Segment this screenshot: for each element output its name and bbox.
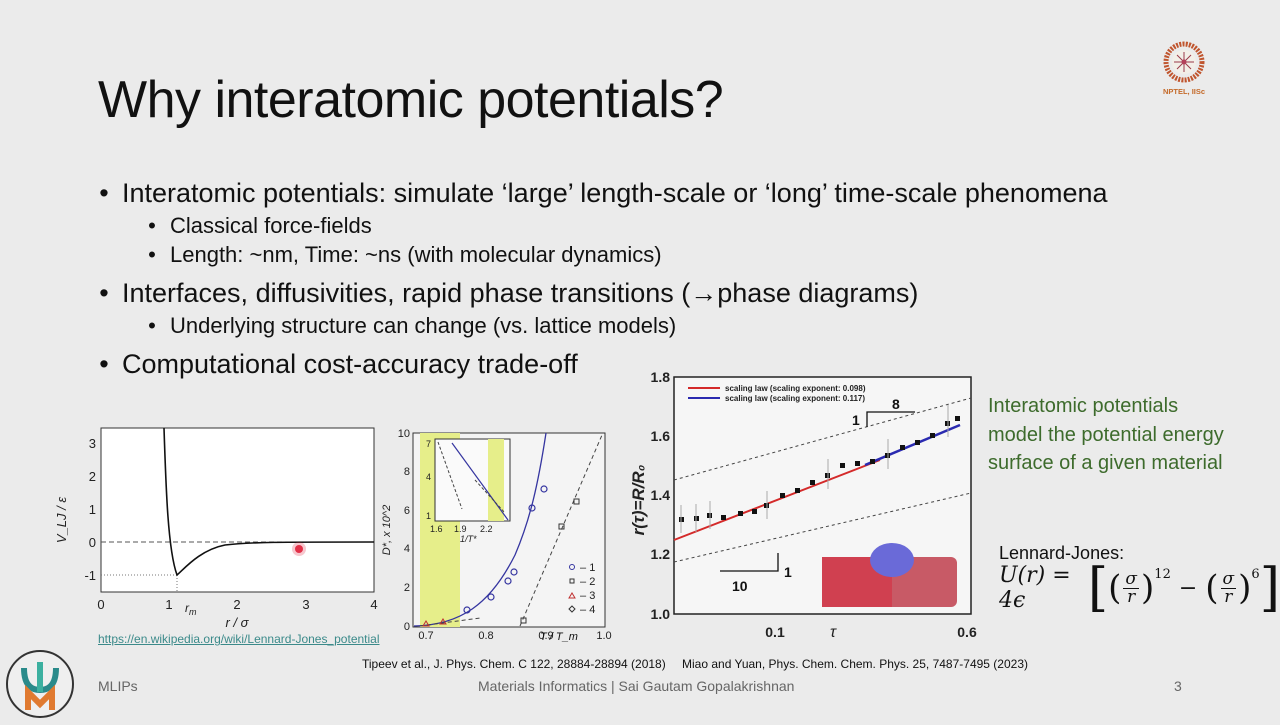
svg-text:10: 10 — [398, 428, 410, 440]
scaling-chart: 1.8 1.6 1.4 1.2 1.0 0.1 0.6 r(τ)=R/R₀ — [629, 365, 980, 650]
svg-text:4: 4 — [426, 472, 431, 482]
svg-text:scaling law (scaling exponent:: scaling law (scaling exponent: 0.117) — [725, 394, 865, 403]
bullet-1: • Interatomic potentials: simulate ‘large… — [99, 178, 1108, 208]
svg-text:0.8: 0.8 — [478, 630, 493, 642]
svg-text:r / σ: r / σ — [225, 615, 249, 630]
svg-text:τ: τ — [830, 624, 837, 641]
svg-text:6: 6 — [404, 505, 410, 517]
svg-text:10: 10 — [732, 578, 748, 594]
bullet-3: • Computational cost-accuracy trade-off — [99, 349, 578, 379]
citation-miao: Miao and Yuan, Phys. Chem. Chem. Phys. 2… — [682, 657, 1028, 671]
svg-text:0: 0 — [89, 535, 96, 550]
lj-formula: U(r) = 4ϵ [ (σ r) 12 − (σ r) 6 ] — [999, 558, 1280, 618]
page-number: 3 — [1174, 678, 1182, 694]
svg-text:– 1: – 1 — [580, 562, 595, 574]
svg-text:0.7: 0.7 — [418, 630, 433, 642]
svg-text:2.2: 2.2 — [480, 524, 493, 534]
svg-text:1.9: 1.9 — [454, 524, 467, 534]
svg-text:0: 0 — [404, 621, 410, 633]
svg-text:8: 8 — [892, 396, 900, 412]
svg-text:1.4: 1.4 — [651, 487, 671, 503]
svg-text:1: 1 — [89, 502, 96, 517]
svg-text:1: 1 — [784, 564, 792, 580]
sub-bullet: • Length: ~nm, Time: ~ns (with molecular … — [148, 242, 662, 267]
citation-tipeev: Tipeev et al., J. Phys. Chem. C 122, 288… — [362, 657, 666, 671]
svg-text:3: 3 — [302, 597, 309, 612]
diffusivity-chart: 0 2 4 6 8 10 0.7 0.8 0.9 1.0 D*, x 10^2 — [380, 425, 620, 650]
svg-text:NPTEL, IISc: NPTEL, IISc — [1163, 87, 1205, 96]
lj-potential-chart: 3 2 1 0 -1 0 1 2 3 4 rm r / σ V_LJ / ε — [50, 420, 390, 640]
svg-text:– 4: – 4 — [580, 604, 595, 616]
svg-text:7: 7 — [426, 439, 431, 449]
x-axis-label: T / T_m — [540, 631, 578, 643]
svg-text:1.0: 1.0 — [596, 630, 611, 642]
svg-text:1/T*: 1/T* — [460, 534, 477, 544]
svg-text:1.8: 1.8 — [651, 369, 671, 385]
svg-text:8: 8 — [404, 466, 410, 478]
svg-text:0.6: 0.6 — [957, 624, 977, 640]
svg-text:2: 2 — [89, 469, 96, 484]
svg-text:4: 4 — [404, 543, 410, 555]
footer-left: MLIPs — [98, 678, 138, 694]
course-logo — [4, 648, 76, 720]
svg-text:– 3: – 3 — [580, 590, 595, 602]
svg-text:4: 4 — [370, 597, 377, 612]
bullet-2: • Interfaces, diffusivities, rapid phase … — [99, 278, 919, 308]
sub-bullet: • Classical force-fields — [148, 213, 372, 238]
svg-text:D*, x 10^2: D*, x 10^2 — [381, 505, 393, 555]
psi-logo-icon — [6, 650, 74, 718]
svg-text:rm: rm — [185, 601, 197, 617]
wikipedia-link[interactable]: https://en.wikipedia.org/wiki/Lennard-Jo… — [98, 632, 380, 646]
footer-center: Materials Informatics | Sai Gautam Gopal… — [478, 678, 795, 694]
svg-text:r(τ)=R/R₀: r(τ)=R/R₀ — [630, 464, 648, 535]
lj-label: Lennard-Jones: — [999, 543, 1125, 563]
svg-text:– 2: – 2 — [580, 576, 595, 588]
svg-text:0.1: 0.1 — [765, 624, 785, 640]
svg-text:V_LJ / ε: V_LJ / ε — [54, 497, 69, 543]
nptel-logo-icon: NPTEL, IISc — [1163, 41, 1205, 96]
svg-text:-1: -1 — [84, 568, 96, 583]
sub-bullet: • Underlying structure can change (vs. la… — [148, 313, 677, 338]
svg-text:2: 2 — [233, 597, 240, 612]
svg-text:1.6: 1.6 — [651, 428, 671, 444]
svg-text:1.2: 1.2 — [651, 546, 671, 562]
svg-text:2: 2 — [404, 582, 410, 594]
svg-text:1.0: 1.0 — [651, 606, 671, 622]
side-note: Interatomic potentials model the potenti… — [988, 395, 1224, 474]
svg-text:3: 3 — [89, 436, 96, 451]
svg-text:0.9: 0.9 — [538, 630, 553, 642]
svg-text:1: 1 — [852, 412, 860, 428]
slide-title: Why interatomic potentials? — [98, 71, 724, 129]
svg-text:1.6: 1.6 — [430, 524, 443, 534]
svg-text:1: 1 — [165, 597, 172, 612]
svg-text:scaling law (scaling exponent:: scaling law (scaling exponent: 0.098) — [725, 384, 866, 393]
svg-text:0: 0 — [97, 597, 104, 612]
nptel-logo: NPTEL, IISc — [1158, 40, 1210, 98]
bullet-list: • Interatomic potentials: simulate ‘large… — [98, 175, 1108, 382]
svg-text:1: 1 — [426, 511, 431, 521]
